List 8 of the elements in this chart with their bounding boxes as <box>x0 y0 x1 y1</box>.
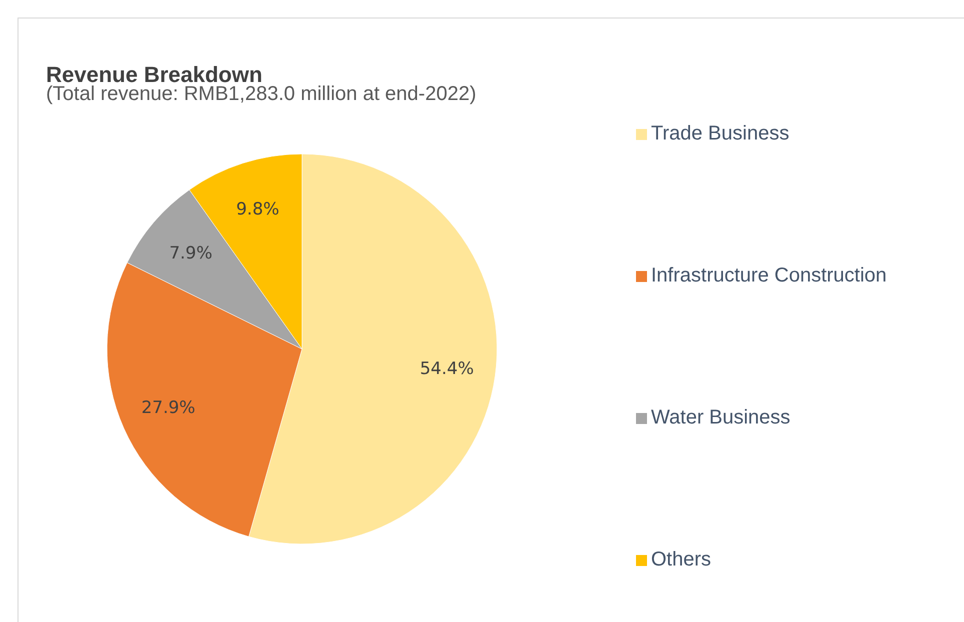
data-label: 54.4% <box>420 358 474 379</box>
data-label: 7.9% <box>169 244 212 264</box>
legend-label: Water Business <box>651 406 790 428</box>
legend-label: Others <box>651 548 712 570</box>
data-label: 9.8% <box>236 199 280 220</box>
legend-label: Trade Business <box>651 122 790 144</box>
data-label: 27.9% <box>141 398 196 418</box>
legend-label: Infrastructure Construction <box>651 264 887 286</box>
